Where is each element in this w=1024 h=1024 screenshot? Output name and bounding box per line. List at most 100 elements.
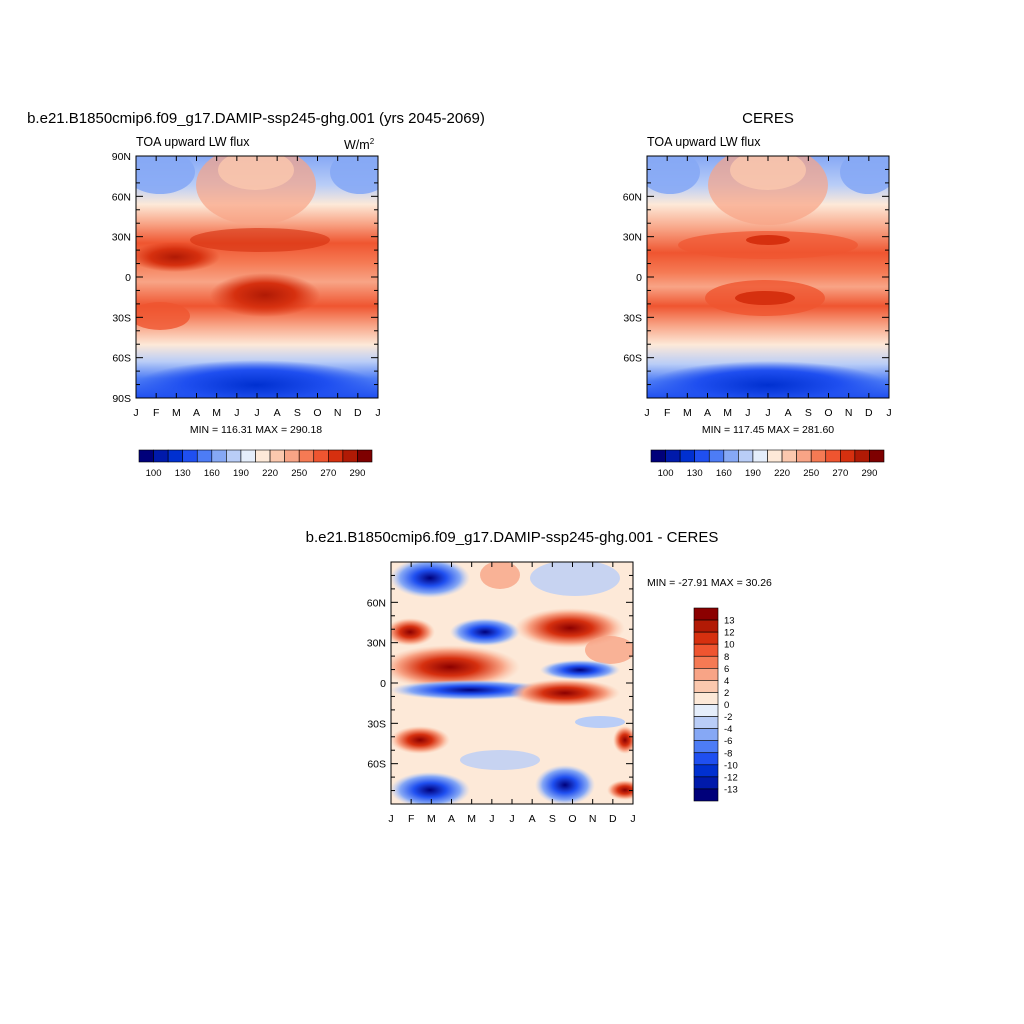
obs-colorbar-swatch — [767, 449, 783, 463]
diff-colorbar-swatch — [693, 728, 719, 741]
diff-colorbar-swatch — [693, 764, 719, 778]
model-lat-label: 30S — [112, 312, 131, 324]
model-colorbar-swatch — [196, 449, 213, 463]
diff-colorbar-label: 6 — [724, 664, 729, 675]
diff-month-label: J — [630, 813, 635, 825]
model-colorbar-label: 270 — [320, 468, 336, 479]
diff-colorbar-label: 2 — [724, 688, 729, 699]
obs-month-label: F — [664, 407, 670, 419]
obs-month-label: D — [865, 407, 873, 419]
diff-lat-label: 60N — [367, 597, 386, 609]
model-colorbar: 100 130 160 190 220 250 270 290 — [138, 449, 373, 479]
obs-colorbar-swatch — [825, 449, 841, 463]
obs-colorbar-swatch — [781, 449, 797, 463]
obs-colorbar-swatch — [840, 449, 856, 463]
diff-lat-label: 0 — [380, 678, 386, 690]
diff-month-label: M — [467, 813, 476, 825]
obs-colorbar-swatch — [738, 449, 754, 463]
diff-lat-label: 30N — [367, 638, 386, 650]
model-month-label: N — [334, 407, 342, 419]
model-month-label: F — [153, 407, 159, 419]
model-colorbar-swatch — [226, 449, 242, 463]
obs-month-label: M — [723, 407, 732, 419]
model-colorbar-swatch — [313, 449, 329, 463]
obs-colorbar-swatch — [854, 449, 870, 463]
diff-colorbar-label: -12 — [724, 772, 738, 783]
model-colorbar-label: 290 — [350, 468, 366, 479]
obs-month-label: A — [785, 407, 792, 419]
model-month-label: J — [254, 407, 259, 419]
obs-panel-title: CERES — [742, 110, 794, 127]
diff-colorbar-label: -4 — [724, 724, 732, 735]
obs-month-label: J — [765, 407, 770, 419]
model-panel-units: W/m2 — [344, 137, 375, 152]
obs-colorbar-label: 270 — [832, 468, 848, 479]
diff-colorbar-label: -13 — [724, 784, 738, 795]
model-colorbar-swatch — [138, 449, 154, 463]
model-colorbar-label: 100 — [146, 468, 162, 479]
diff-month-label: F — [408, 813, 414, 825]
units-text: W/m — [344, 138, 370, 152]
model-panel-subtitle: TOA upward LW flux — [136, 135, 250, 149]
diff-colorbar-swatch — [693, 752, 719, 766]
diff-month-label: M — [427, 813, 436, 825]
model-colorbar-swatch — [357, 449, 373, 463]
obs-month-label: J — [644, 407, 649, 419]
model-colorbar-swatch — [255, 449, 271, 463]
model-month-label: J — [375, 407, 380, 419]
model-month-label: A — [193, 407, 200, 419]
model-month-label: M — [172, 407, 181, 419]
diff-minmax-label: MIN = -27.91 MAX = 30.26 — [647, 577, 772, 589]
diff-lat-label: 60S — [367, 759, 386, 771]
model-colorbar-label: 190 — [233, 468, 249, 479]
obs-colorbar-swatch — [723, 449, 739, 463]
obs-lat-label: 60N — [623, 191, 642, 203]
model-colorbar-label: 130 — [175, 468, 191, 479]
obs-colorbar-swatch — [810, 449, 827, 463]
diff-colorbar-label: -2 — [724, 712, 732, 723]
diff-panel-title: b.e21.B1850cmip6.f09_g17.DAMIP-ssp245-gh… — [306, 529, 719, 546]
obs-colorbar-label: 190 — [745, 468, 761, 479]
diff-colorbar-swatch — [693, 619, 719, 633]
diff-month-label: J — [388, 813, 393, 825]
obs-colorbar-label: 250 — [803, 468, 819, 479]
diff-lat-label: 30S — [367, 718, 386, 730]
model-heatmap — [136, 156, 378, 398]
obs-month-label: A — [704, 407, 711, 419]
model-lat-label: 60N — [112, 191, 131, 203]
units-superscript: 2 — [370, 137, 375, 146]
diff-colorbar-swatch — [693, 631, 719, 645]
diff-colorbar-label: 10 — [724, 640, 735, 651]
model-lat-label: 90N — [112, 151, 131, 163]
model-month-label: J — [133, 407, 138, 419]
model-colorbar-swatch — [182, 449, 198, 463]
model-colorbar-swatch — [269, 449, 285, 463]
obs-colorbar-label: 220 — [774, 468, 790, 479]
diff-colorbar-swatch — [693, 716, 719, 729]
diff-colorbar-label: 0 — [724, 700, 729, 711]
diff-month-label: J — [489, 813, 494, 825]
diff-colorbar-swatch — [693, 740, 719, 754]
diff-month-label: J — [509, 813, 514, 825]
model-colorbar-swatch — [284, 449, 300, 463]
diff-colorbar-swatch — [693, 607, 719, 621]
obs-colorbar: 100 130 160 190 220 250 270 290 — [650, 449, 885, 479]
obs-minmax-label: MIN = 117.45 MAX = 281.60 — [702, 424, 834, 436]
model-colorbar-swatch — [328, 449, 344, 463]
obs-panel-subtitle: TOA upward LW flux — [647, 135, 761, 149]
obs-colorbar-label: 290 — [862, 468, 878, 479]
diff-colorbar-swatch — [693, 692, 719, 705]
obs-colorbar-swatch — [796, 449, 812, 463]
model-month-label: A — [274, 407, 281, 419]
model-colorbar-swatch — [211, 449, 227, 463]
diff-month-label: A — [529, 813, 536, 825]
diff-colorbar-swatch — [693, 776, 719, 790]
diff-month-label: N — [589, 813, 597, 825]
obs-month-label: M — [683, 407, 692, 419]
diff-heatmap — [391, 562, 633, 804]
obs-month-label: J — [886, 407, 891, 419]
diff-colorbar-swatch — [693, 788, 719, 802]
model-month-label: O — [313, 407, 321, 419]
